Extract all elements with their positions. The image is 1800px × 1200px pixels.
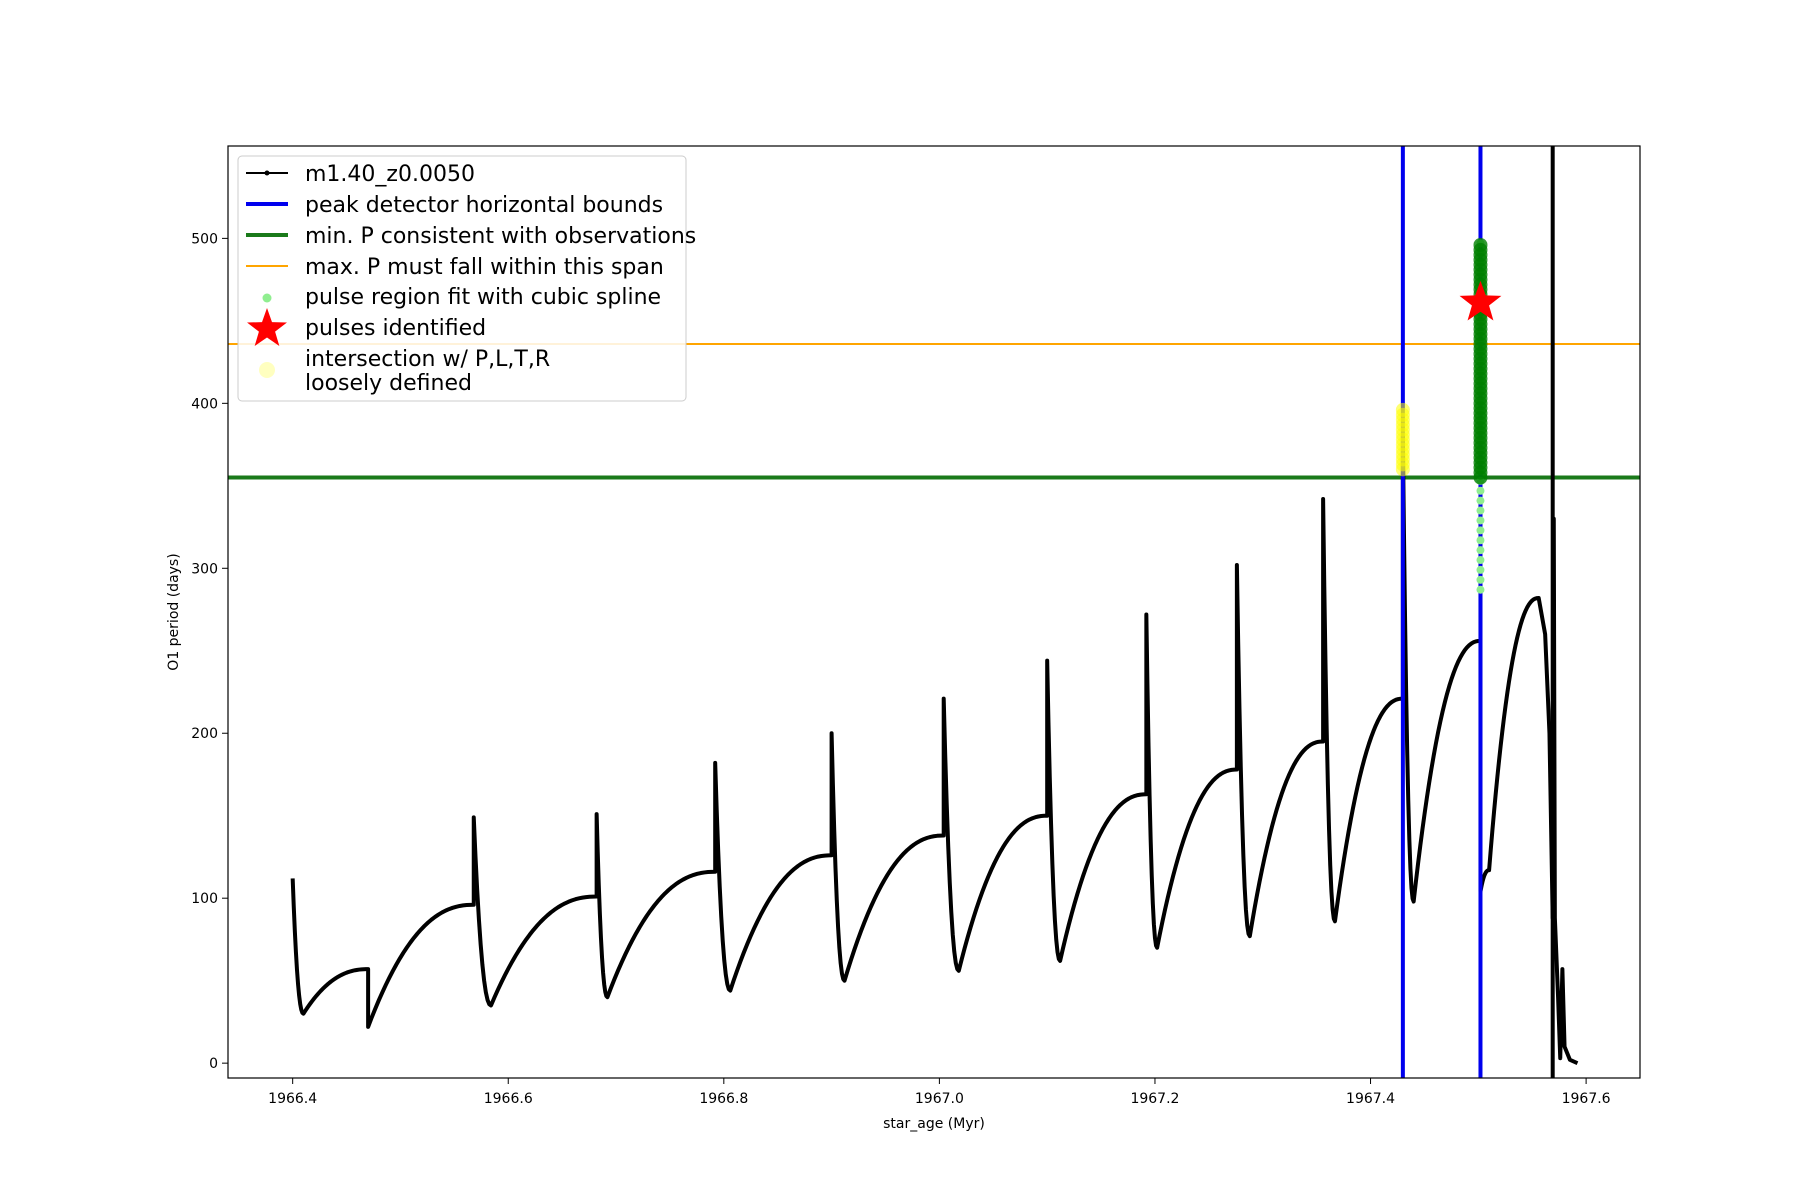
plot-content: [228, 146, 1640, 1078]
spline-point: [1476, 506, 1485, 515]
legend-label: pulse region fit with cubic spline: [305, 285, 661, 310]
spline-point: [1476, 526, 1485, 535]
spline-point: [1476, 546, 1485, 555]
x-tick-label: 1967.6: [1562, 1091, 1611, 1107]
legend-label-line2: loosely defined: [305, 371, 472, 396]
y-tick-label: 500: [191, 231, 218, 247]
spline-point: [1476, 486, 1485, 495]
legend-box: [237, 155, 687, 402]
y-tick-label: 100: [191, 891, 218, 907]
series-line-main: [290, 285, 1579, 1065]
x-axis-label: star_age (Myr): [883, 1116, 985, 1132]
legend-label: max. P must fall within this span: [305, 255, 664, 280]
spline-point: [1476, 585, 1485, 594]
x-tick-label: 1967.4: [1346, 1091, 1395, 1107]
y-axis-label: O1 period (days): [166, 553, 182, 670]
plot-area: [228, 146, 1640, 1078]
legend-label: min. P consistent with observations: [305, 224, 696, 249]
plot-frame: [227, 145, 1641, 1079]
legend-marker-spline: [262, 293, 272, 303]
y-tick-label: 200: [191, 726, 218, 742]
legend-marker-main-dot: [264, 170, 270, 176]
y-tick-label: 300: [191, 561, 218, 577]
legend-label: intersection w/ P,L,T,R: [305, 347, 550, 372]
x-tick-label: 1967.2: [1130, 1091, 1179, 1107]
x-tick-label: 1967.0: [915, 1091, 964, 1107]
x-tick-label: 1966.6: [484, 1091, 533, 1107]
spline-point: [1476, 536, 1485, 545]
legend-label: peak detector horizontal bounds: [305, 193, 663, 218]
spline-point: [1476, 496, 1485, 505]
spline-point: [1476, 556, 1485, 565]
y-tick-label: 400: [191, 396, 218, 412]
legend-marker-star: [247, 308, 287, 346]
x-tick-label: 1966.8: [699, 1091, 748, 1107]
intersection-point: [1395, 402, 1410, 417]
legend-label: m1.40_z0.0050: [305, 162, 475, 187]
axes: 1966.4 1966.6 1966.8 1967.0 1967.2 1967.4 1967…: [191, 145, 1641, 1107]
legend-marker-intersection: [259, 362, 275, 378]
spline-point: [1476, 516, 1485, 525]
legend-label: pulses identified: [305, 316, 486, 341]
y-tick-label: 0: [209, 1056, 218, 1072]
x-tick-label: 1966.4: [268, 1091, 317, 1107]
spline-point: [1476, 575, 1485, 584]
pulse-star: [1459, 280, 1502, 321]
spline-point: [1476, 565, 1485, 574]
pulse-point: [1473, 237, 1488, 252]
